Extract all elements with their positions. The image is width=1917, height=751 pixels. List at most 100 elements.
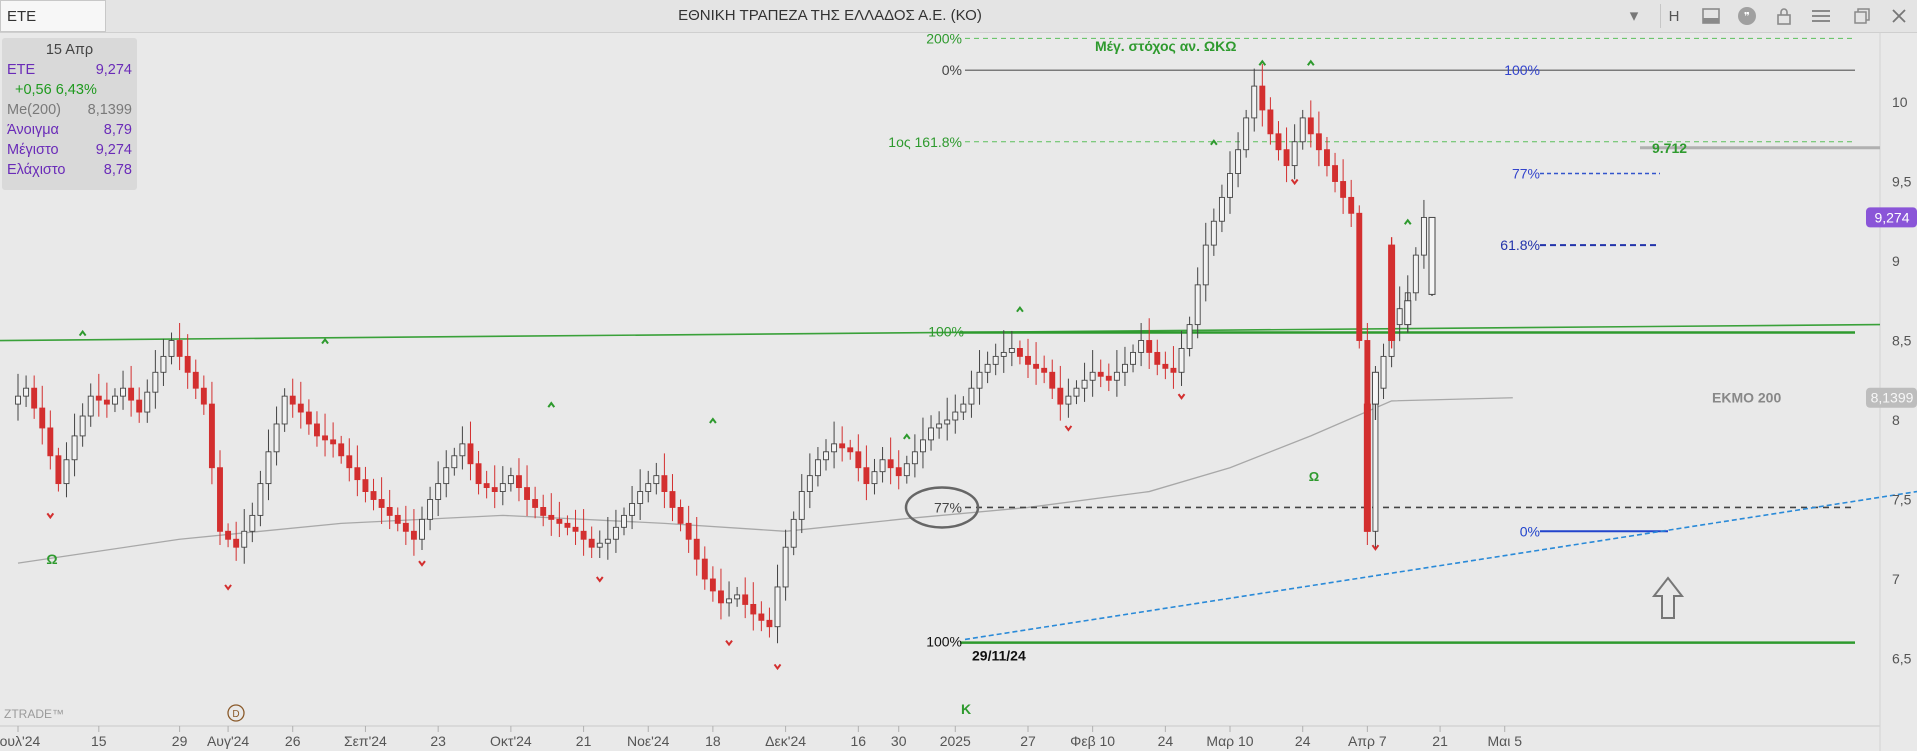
candle-body [95, 395, 102, 401]
swing-high-marker [903, 433, 911, 440]
candle-body [718, 590, 724, 604]
candle-body [1412, 254, 1419, 294]
candle-body [814, 459, 821, 477]
x-tick-label: 15 [91, 733, 107, 749]
candle-body [15, 395, 21, 405]
candle-body [669, 491, 676, 508]
toolbar-divider [1660, 4, 1661, 28]
up-arrow-icon [1651, 576, 1685, 619]
candle-body [217, 467, 223, 532]
candle-body [782, 546, 789, 588]
candle-body [1210, 220, 1217, 246]
candle-body [71, 435, 78, 461]
candle-body [944, 419, 951, 425]
candle-body [968, 387, 975, 405]
candle-body [346, 455, 353, 469]
candle-body [39, 407, 46, 429]
candle-body [645, 483, 652, 493]
info-label: Me(200) [7, 102, 61, 118]
candle-body [443, 467, 450, 485]
candle-body [709, 578, 716, 592]
recent-candle-body [1428, 216, 1436, 295]
candle-body [758, 613, 765, 621]
candle-body [370, 491, 377, 500]
candle-body [144, 391, 151, 413]
x-tick-label: Μαρ 10 [1206, 733, 1253, 749]
candle-body [410, 530, 417, 540]
info-row: ETE 9,274 [7, 60, 132, 80]
candle-body [265, 451, 272, 485]
candle-body [297, 403, 304, 413]
fib-77-left-label: 77% [934, 499, 962, 515]
candle-body [928, 427, 934, 441]
close-icon[interactable] [1885, 4, 1913, 28]
candle-body [354, 467, 361, 481]
candle-body [726, 598, 732, 604]
candle-body [499, 483, 506, 493]
candle-body [507, 475, 514, 485]
candle-body [1235, 149, 1242, 174]
green-resistance-line [0, 323, 1881, 342]
fib-77-highlight-ellipse [904, 486, 980, 529]
comment-icon[interactable]: ❞ [1733, 4, 1761, 28]
swing-low-marker [224, 584, 232, 591]
watermark: ZTRADE™ [4, 707, 64, 721]
candle-body [903, 463, 910, 477]
x-tick-label: 30 [891, 733, 907, 749]
candle-body [984, 363, 991, 373]
swing-high-marker [1307, 59, 1315, 66]
info-row: Ελάχιστο 8,78 [7, 160, 132, 180]
fib-618-label: 61.8% [1500, 237, 1540, 253]
symbol-input[interactable] [0, 0, 106, 32]
ma-value-badge: 8,1399 [1871, 390, 1914, 406]
candle-body [386, 507, 393, 516]
candle-body [1202, 244, 1209, 286]
info-label: ETE [7, 62, 36, 78]
candle-body [103, 399, 110, 405]
candle-body [330, 439, 337, 445]
candle-body [604, 538, 611, 544]
candle-body [653, 475, 660, 485]
candle-body [588, 538, 595, 548]
lock-icon[interactable] [1770, 4, 1798, 28]
x-tick-label: 21 [1432, 733, 1448, 749]
period-button[interactable]: H [1668, 7, 1680, 25]
restore-icon[interactable] [1848, 4, 1876, 28]
recent-candle-body [1404, 300, 1412, 326]
swing-low-marker [725, 640, 733, 647]
ma200-label: ΕΚΜΟ 200 [1712, 390, 1781, 406]
price-info-box: 15 Απρ ETE 9,274 +0,56 6,43% Me(200) 8,1399 Ά… [2, 38, 137, 190]
info-row: Μέγιστο 9,274 [7, 140, 132, 160]
x-tick-label: 24 [1295, 733, 1311, 749]
last-price-badge-bg [1866, 207, 1917, 228]
candle-body [225, 530, 232, 540]
x-tick-label: Νοε'24 [627, 733, 670, 749]
candle-body [1332, 165, 1338, 182]
x-tick-label: Φεβ 10 [1070, 733, 1115, 749]
candle-body [823, 451, 829, 461]
candle-body [160, 355, 167, 373]
candle-body [911, 451, 918, 465]
candle-body [1162, 363, 1169, 369]
chevron-down-icon[interactable]: ▾ [1629, 6, 1639, 25]
candle-body [1057, 387, 1064, 405]
x-tick-label: Οκτ'24 [490, 733, 532, 749]
candle-body [742, 594, 749, 605]
y-tick-label: 9 [1892, 253, 1900, 269]
candle-body [23, 387, 30, 397]
info-label: Ελάχιστο [7, 162, 66, 178]
panel-icon[interactable] [1697, 4, 1725, 28]
candle-body [750, 603, 757, 615]
candle-body [467, 443, 474, 465]
d-marker-circle [227, 704, 245, 722]
info-row: Me(200) 8,1399 [7, 100, 132, 120]
candle-body [1033, 363, 1040, 369]
info-value: 8,1399 [87, 102, 132, 118]
fib-100-top-label: 100% [1504, 62, 1540, 78]
candle-body [402, 522, 409, 532]
menu-icon[interactable] [1807, 4, 1835, 28]
candle-body [637, 491, 644, 504]
candle-body [952, 411, 959, 421]
x-tick-label: 29 [172, 733, 188, 749]
